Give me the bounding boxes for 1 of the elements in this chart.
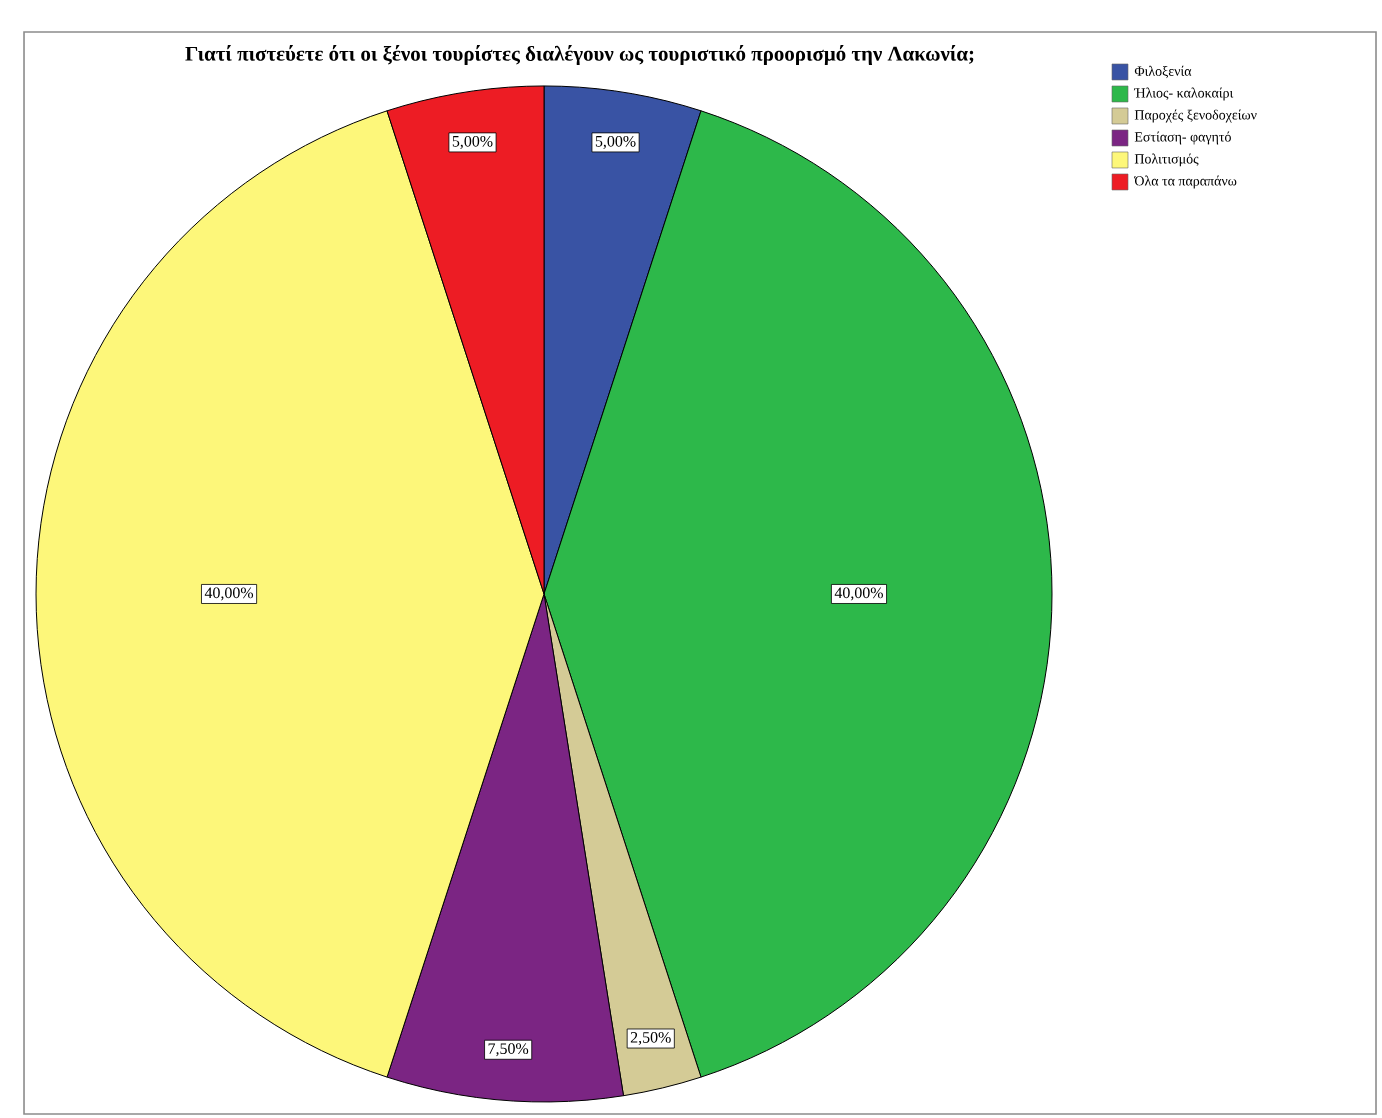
chart-title: Γιατί πιστεύετε ότι οι ξένοι τουρίστες διαλέγουν ως τουριστικό προορισμό την Λακωνία; [185,45,974,65]
